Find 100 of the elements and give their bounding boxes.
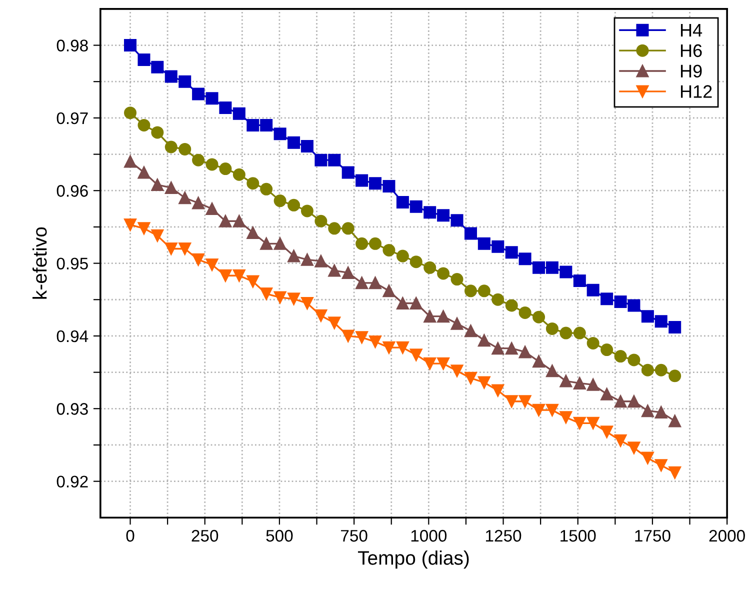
point	[654, 459, 668, 472]
point	[342, 166, 354, 179]
y-tick-label: 0.96	[56, 185, 88, 197]
point	[492, 342, 504, 355]
point	[450, 273, 464, 286]
point	[274, 194, 286, 208]
point	[424, 206, 436, 219]
y-tick-label: 0.94	[56, 330, 88, 342]
point	[356, 237, 368, 250]
point	[300, 140, 314, 153]
point	[600, 426, 614, 438]
x-tick-label: 1750	[635, 530, 670, 542]
point	[668, 320, 682, 334]
point	[382, 244, 396, 256]
point	[260, 182, 273, 196]
legend-label: H6	[680, 44, 702, 58]
point	[437, 310, 450, 323]
point	[424, 261, 436, 274]
point	[396, 341, 409, 354]
point	[492, 293, 504, 306]
point	[164, 70, 178, 83]
point	[546, 404, 558, 416]
point	[614, 434, 627, 447]
point	[164, 140, 178, 154]
point	[342, 222, 354, 235]
point	[518, 346, 532, 358]
point	[505, 246, 518, 259]
point	[356, 276, 368, 290]
point	[342, 266, 354, 279]
y-tick-label: 0.95	[56, 258, 88, 270]
point	[260, 237, 273, 250]
point	[314, 309, 328, 322]
point	[600, 344, 614, 356]
point	[300, 297, 314, 310]
point	[628, 395, 640, 408]
point	[410, 200, 422, 213]
point	[138, 54, 150, 66]
point	[368, 336, 382, 348]
point	[505, 342, 518, 355]
point	[219, 214, 232, 228]
point	[628, 354, 640, 366]
point	[274, 237, 286, 250]
point	[492, 384, 504, 397]
point	[178, 242, 192, 256]
point	[573, 416, 586, 430]
point	[586, 336, 600, 350]
point	[410, 297, 422, 310]
point	[396, 196, 409, 208]
point	[628, 299, 640, 312]
point	[478, 334, 490, 347]
point	[573, 326, 586, 340]
x-tick-label: 750	[341, 530, 368, 542]
x-tick-label: 0	[126, 530, 134, 542]
point	[192, 88, 205, 100]
point	[382, 341, 396, 354]
point	[424, 310, 436, 323]
point	[668, 370, 682, 382]
point	[573, 274, 586, 287]
point	[274, 128, 286, 140]
point	[478, 284, 490, 298]
point	[314, 214, 328, 228]
point	[151, 126, 164, 139]
point	[192, 253, 205, 266]
point	[505, 299, 518, 312]
point	[206, 258, 218, 271]
point	[260, 118, 273, 132]
point	[342, 330, 354, 342]
point	[178, 75, 192, 88]
point	[164, 242, 178, 256]
point	[356, 174, 368, 187]
point	[151, 60, 164, 74]
x-tick-label: 2000	[709, 530, 745, 542]
point	[192, 196, 205, 210]
point	[288, 198, 300, 212]
point	[328, 222, 341, 235]
point	[586, 416, 600, 430]
point	[206, 202, 218, 216]
y-tick-label: 0.92	[56, 476, 88, 488]
point	[654, 406, 668, 419]
point	[668, 414, 682, 428]
point	[328, 154, 341, 166]
point	[600, 292, 614, 306]
legend-label: H12	[680, 85, 712, 98]
x-axis-title: Tempo (dias)	[358, 550, 469, 569]
x-tick-label: 1000	[411, 530, 447, 542]
point	[532, 261, 546, 274]
point	[532, 404, 546, 416]
point	[641, 364, 654, 376]
point	[518, 252, 532, 266]
point	[232, 214, 246, 228]
point	[560, 374, 572, 388]
point	[246, 275, 260, 288]
point	[288, 136, 300, 149]
point	[314, 154, 328, 166]
y-tick-label: 0.93	[56, 403, 88, 415]
point	[124, 218, 137, 232]
point	[138, 118, 150, 132]
point	[450, 317, 464, 330]
point	[314, 254, 328, 268]
point	[124, 155, 137, 168]
